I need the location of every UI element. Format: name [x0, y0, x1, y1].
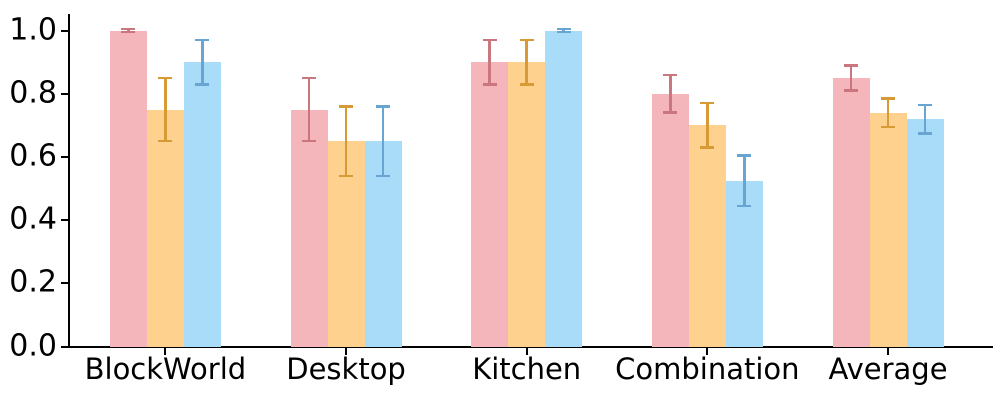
- x-tick-mark: [164, 347, 167, 355]
- error-cap-bottom-orange-average: [881, 125, 895, 129]
- y-tick-label: 0.0: [9, 328, 57, 364]
- x-tick-label-combination: Combination: [615, 351, 800, 386]
- error-bar-red-blockworld: [127, 29, 130, 32]
- y-axis-spine: [68, 13, 70, 348]
- error-cap-top-orange-average: [881, 97, 895, 100]
- y-tick-label: 0.6: [9, 138, 57, 174]
- bar-red-kitchen: [471, 62, 509, 347]
- y-tick-mark: [61, 92, 68, 95]
- error-cap-top-red-blockworld: [121, 27, 136, 31]
- error-bar-orange-blockworld: [164, 77, 167, 142]
- bar-orange-blockworld: [146, 109, 184, 347]
- error-cap-top-orange-blockworld: [158, 76, 173, 80]
- error-cap-top-blue-kitchen: [556, 27, 571, 31]
- error-cap-top-red-desktop: [302, 76, 317, 80]
- bar-orange-combination: [688, 125, 726, 347]
- error-cap-bottom-orange-desktop: [339, 174, 354, 178]
- y-tick-mark: [61, 29, 68, 32]
- x-tick-mark: [345, 347, 348, 355]
- error-cap-top-orange-combination: [700, 101, 715, 105]
- error-bar-blue-average: [923, 104, 927, 134]
- error-cap-bottom-red-blockworld: [121, 30, 136, 34]
- bar-blue-blockworld: [183, 62, 221, 347]
- error-cap-bottom-blue-average: [918, 132, 932, 135]
- error-cap-top-blue-combination: [737, 154, 752, 157]
- bar-red-blockworld: [109, 30, 147, 347]
- y-tick-mark: [61, 282, 68, 285]
- error-bar-blue-desktop: [381, 106, 385, 176]
- bar-orange-kitchen: [508, 62, 546, 347]
- error-bar-red-desktop: [307, 77, 311, 142]
- error-cap-top-red-average: [844, 64, 858, 67]
- y-tick-mark: [61, 345, 68, 348]
- error-bar-red-combination: [669, 74, 672, 113]
- error-cap-top-red-kitchen: [482, 38, 497, 42]
- bar-orange-average: [869, 112, 907, 347]
- error-cap-bottom-red-combination: [663, 111, 678, 114]
- x-tick-label-desktop: Desktop: [286, 351, 406, 386]
- error-cap-top-blue-blockworld: [195, 38, 210, 42]
- bar-blue-combination: [725, 180, 763, 347]
- x-tick-label-blockworld: BlockWorld: [84, 351, 247, 386]
- error-cap-bottom-orange-blockworld: [158, 139, 173, 143]
- error-cap-top-red-combination: [663, 73, 678, 77]
- bar-red-combination: [651, 93, 689, 347]
- bar-blue-kitchen: [545, 30, 583, 347]
- y-tick-label: 0.8: [9, 75, 57, 111]
- x-axis-spine: [68, 345, 993, 348]
- x-tick-mark: [887, 347, 889, 355]
- y-tick-mark: [61, 155, 68, 158]
- error-cap-top-blue-desktop: [376, 105, 391, 108]
- y-tick-label: 0.2: [9, 264, 57, 300]
- error-cap-bottom-blue-blockworld: [195, 83, 210, 86]
- error-cap-bottom-red-kitchen: [482, 83, 497, 86]
- error-bar-orange-combination: [706, 103, 709, 148]
- error-bar-blue-blockworld: [201, 39, 204, 85]
- error-cap-bottom-blue-desktop: [376, 174, 391, 178]
- error-bar-blue-combination: [743, 155, 746, 206]
- error-bar-orange-average: [886, 98, 890, 127]
- error-bar-orange-desktop: [344, 106, 348, 176]
- error-cap-bottom-red-average: [844, 89, 858, 92]
- error-cap-bottom-blue-kitchen: [556, 30, 571, 34]
- error-cap-bottom-red-desktop: [302, 139, 317, 143]
- error-cap-top-orange-kitchen: [519, 38, 534, 42]
- error-cap-bottom-blue-combination: [737, 204, 752, 208]
- bar-red-desktop: [290, 109, 328, 347]
- error-cap-bottom-orange-combination: [700, 146, 715, 149]
- error-bar-red-kitchen: [488, 39, 491, 85]
- error-bar-red-average: [849, 65, 853, 91]
- x-tick-mark: [525, 347, 528, 355]
- bar-blue-average: [906, 119, 944, 347]
- x-tick-mark: [706, 347, 709, 355]
- x-tick-label-kitchen: Kitchen: [472, 351, 582, 386]
- error-cap-bottom-orange-kitchen: [519, 83, 534, 86]
- bar-red-average: [832, 77, 870, 347]
- y-tick-label: 1.0: [9, 11, 57, 47]
- error-bar-orange-kitchen: [525, 39, 528, 85]
- y-tick-mark: [61, 219, 68, 222]
- error-cap-top-orange-desktop: [339, 105, 354, 108]
- x-tick-label-average: Average: [828, 351, 948, 386]
- error-cap-top-blue-average: [918, 103, 932, 107]
- error-bar-blue-kitchen: [562, 29, 565, 32]
- y-tick-label: 0.4: [9, 201, 57, 237]
